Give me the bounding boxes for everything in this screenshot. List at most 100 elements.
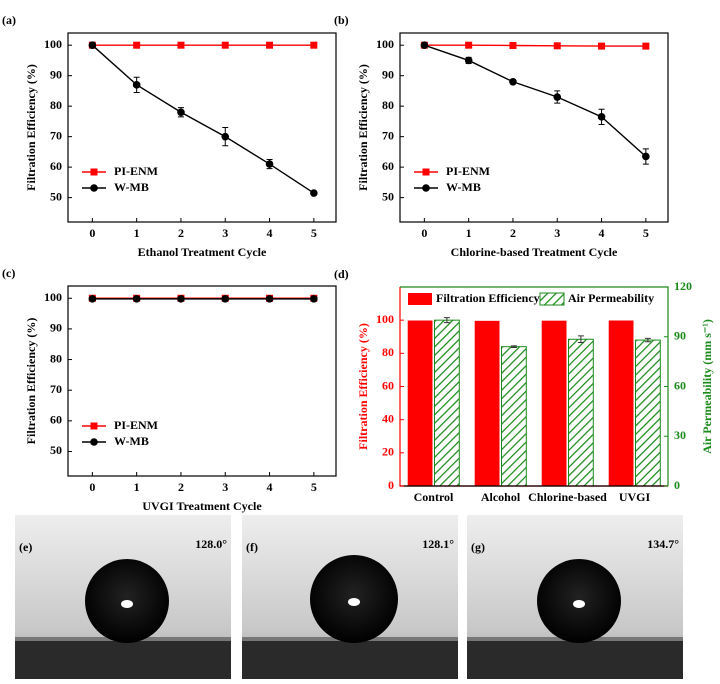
x-tick-label: 2 <box>178 226 184 240</box>
photo-label: (f) <box>246 540 258 554</box>
bar <box>608 320 634 486</box>
marker <box>265 160 274 168</box>
substrate <box>242 640 458 679</box>
y-tick-label: 100 <box>376 37 394 51</box>
y-tick-label: 50 <box>382 189 394 203</box>
x-axis-label: UVGI Treatment Cycle <box>142 499 262 513</box>
marker <box>177 108 185 117</box>
marker <box>265 295 274 303</box>
legend-label: Filtration Efficiency <box>436 291 540 305</box>
legend-label: PI-ENM <box>446 164 490 178</box>
marker <box>642 152 650 161</box>
y2-tick-label: 120 <box>674 279 692 293</box>
marker <box>422 168 430 176</box>
marker <box>90 422 98 430</box>
marker <box>509 41 517 49</box>
marker <box>642 42 650 50</box>
photo-label: (e) <box>19 540 32 554</box>
x-tick-label: 4 <box>599 226 605 240</box>
y-tick-label: 60 <box>50 159 62 173</box>
y-tick-label: 40 <box>382 411 394 425</box>
y-tick-label: 80 <box>50 98 62 112</box>
bar <box>635 339 661 487</box>
y2-tick-label: 30 <box>674 428 686 442</box>
marker <box>177 295 185 303</box>
y-tick-label: 50 <box>50 189 62 203</box>
marker <box>266 41 274 49</box>
contact-angle: 128.1° <box>422 537 454 551</box>
droplet-highlight <box>348 598 360 606</box>
error-bar <box>644 337 651 343</box>
legend-label: W-MB <box>446 180 481 194</box>
y-axis-label: Filtration Efficiency (%) <box>24 318 38 445</box>
marker <box>88 41 97 49</box>
x-axis-label: Ethanol Treatment Cycle <box>138 245 267 259</box>
y-axis-label: Filtration Efficiency (%) <box>356 323 370 450</box>
y-tick-label: 20 <box>382 445 394 459</box>
x-tick-label: 2 <box>178 480 184 494</box>
legend-label: W-MB <box>114 434 149 448</box>
x-axis-label: Chlorine-based Treatment Cycle <box>451 245 618 259</box>
y-tick-label: 50 <box>50 443 62 457</box>
marker <box>221 295 230 303</box>
marker <box>90 438 98 446</box>
y-tick-label: 100 <box>44 37 62 51</box>
y-tick-label: 90 <box>50 321 62 335</box>
panel-label: (c) <box>2 266 15 280</box>
bar <box>541 320 567 486</box>
x-tick-label: 3 <box>222 480 228 494</box>
y2-tick-label: 90 <box>674 329 686 343</box>
y2-axis-label: Air Permeability (mm s⁻¹) <box>700 319 714 454</box>
y-tick-label: 80 <box>50 351 62 365</box>
x-tick-label: 5 <box>311 480 317 494</box>
marker <box>509 77 517 86</box>
error-bar <box>577 335 584 344</box>
series-line <box>91 44 315 194</box>
marker <box>132 295 141 303</box>
x-tick-label: Alcohol <box>481 490 521 504</box>
x-tick-label: 1 <box>466 226 472 240</box>
bar <box>474 320 500 486</box>
marker <box>465 41 473 49</box>
plot-frame <box>67 32 337 223</box>
x-tick-label: UVGI <box>619 490 651 504</box>
marker <box>553 42 561 50</box>
y-tick-label: 70 <box>50 128 62 142</box>
marker <box>133 41 141 49</box>
droplet-highlight <box>573 600 585 608</box>
marker <box>90 184 98 192</box>
marker <box>598 42 606 50</box>
x-tick-label: 4 <box>267 226 273 240</box>
x-tick-label: 1 <box>134 480 140 494</box>
y2-tick-label: 60 <box>674 378 686 392</box>
y-tick-label: 70 <box>382 128 394 142</box>
plot-frame <box>399 32 669 223</box>
bar <box>568 338 594 487</box>
y-tick-label: 90 <box>382 67 394 81</box>
y-axis-label: Filtration Efficiency (%) <box>356 64 370 191</box>
legend-swatch <box>539 292 565 306</box>
x-tick-label: 0 <box>421 226 427 240</box>
y-tick-label: 60 <box>382 378 394 392</box>
error-bar <box>443 317 450 324</box>
bar <box>434 319 460 487</box>
x-tick-label: 2 <box>510 226 516 240</box>
series-line <box>424 44 646 47</box>
x-tick-label: 3 <box>554 226 560 240</box>
y-tick-label: 80 <box>382 98 394 112</box>
bar <box>501 346 527 487</box>
legend-label: W-MB <box>114 180 149 194</box>
legend-label: Air Permeability <box>568 291 654 305</box>
marker <box>177 41 185 49</box>
legend-label: PI-ENM <box>114 418 158 432</box>
x-tick-label: 3 <box>222 226 228 240</box>
y-axis-label: Filtration Efficiency (%) <box>24 64 38 191</box>
error-bar <box>510 345 517 349</box>
panel-label: (a) <box>2 13 16 27</box>
legend-label: PI-ENM <box>114 164 158 178</box>
y-tick-label: 0 <box>388 478 394 492</box>
marker <box>221 41 229 49</box>
y-tick-label: 60 <box>382 159 394 173</box>
marker <box>310 295 318 303</box>
marker <box>464 56 473 65</box>
